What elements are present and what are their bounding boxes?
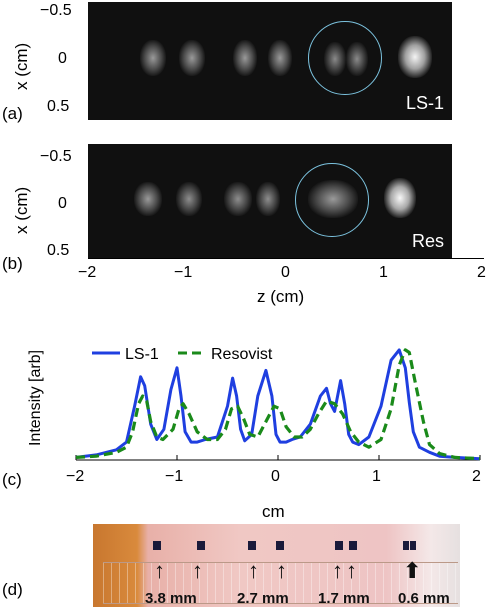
legend-label: LS-1 (125, 346, 159, 363)
spot (233, 40, 257, 76)
panel-b-xtick: −2 (78, 264, 97, 281)
panel-b-xaxis-line (88, 258, 484, 259)
panel-b-ytick: 0 (58, 195, 67, 212)
panel-b-xtick: 0 (281, 264, 290, 281)
panel-b-ytick: 0.5 (47, 242, 70, 259)
spot (140, 40, 166, 76)
panel-a-ytick: −0.5 (40, 2, 72, 19)
panel-c-xtick: −2 (66, 468, 85, 485)
sample-dot (153, 541, 161, 550)
panel-b-xtick: −1 (174, 264, 193, 281)
spot (179, 40, 205, 76)
arrow-up-icon: ↑ (248, 558, 259, 583)
panel-b-ytick: −0.5 (40, 148, 72, 165)
arrow-up-icon: ↑ (276, 558, 287, 583)
panel-b-xtick: 1 (379, 264, 388, 281)
arrow-up-icon: ↑ (192, 558, 203, 583)
series-line-resovist (75, 348, 481, 461)
sample-dot (410, 541, 416, 550)
spot (224, 182, 252, 216)
spacing-label: 0.6 mm (398, 590, 450, 607)
sample-dot (276, 541, 284, 550)
sample-dot (248, 541, 256, 550)
intensity-chart: Intensity [arb] LS-1 Resovist (27, 346, 481, 461)
panel-b-image: Res (88, 144, 452, 258)
arrow-up-icon: ↑ (332, 558, 343, 583)
spot (256, 182, 280, 216)
spot (268, 40, 292, 76)
highlight-circle (295, 163, 369, 237)
panel-c-xtick: 0 (271, 468, 280, 485)
arrow-up-icon: ↑ (346, 558, 357, 583)
panel-b-xlabel: z (cm) (257, 287, 305, 306)
panel-a-tag: LS-1 (405, 93, 444, 113)
panel-d-label: (d) (2, 580, 23, 599)
panel-b-label: (b) (2, 254, 23, 273)
sample-dot (335, 541, 343, 550)
panel-a-ylabel: x (cm) (12, 42, 31, 90)
panel-a-ytick: 0 (58, 50, 67, 67)
spot (134, 182, 162, 216)
spacing-label: 1.7 mm (318, 590, 370, 607)
panel-c-label: (c) (2, 470, 22, 489)
panel-c-xtick: −1 (165, 468, 184, 485)
spacing-label: 3.8 mm (145, 590, 197, 607)
legend-label: Resovist (211, 346, 273, 363)
panel-c-xlabel: cm (262, 502, 285, 521)
sample-dot (197, 541, 205, 550)
sample-dot (403, 541, 409, 550)
y-axis-label: Intensity [arb] (27, 350, 44, 446)
panel-a-ytick: 0.5 (47, 98, 70, 115)
panel-a-image: LS-1 (88, 2, 452, 120)
panel-c-xtick: 1 (372, 468, 381, 485)
highlight-circle (308, 21, 382, 95)
series-line-ls-1 (75, 348, 481, 461)
spot (398, 36, 432, 78)
panel-a-label: (a) (2, 104, 23, 123)
spot (176, 182, 202, 216)
sample-dot (349, 541, 357, 550)
arrow-up-icon: ⬆ (403, 558, 422, 583)
panel-b-tag: Res (411, 231, 444, 251)
arrow-up-icon: ↑ (154, 558, 165, 583)
spacing-label: 2.7 mm (237, 590, 289, 607)
panel-b-xtick: 2 (477, 264, 486, 281)
panel-c-xtick: 2 (472, 468, 481, 485)
phantom-photo (93, 524, 460, 607)
phantom-strip (103, 562, 458, 604)
spot (384, 178, 416, 218)
panel-b-ylabel: x (cm) (12, 186, 31, 234)
